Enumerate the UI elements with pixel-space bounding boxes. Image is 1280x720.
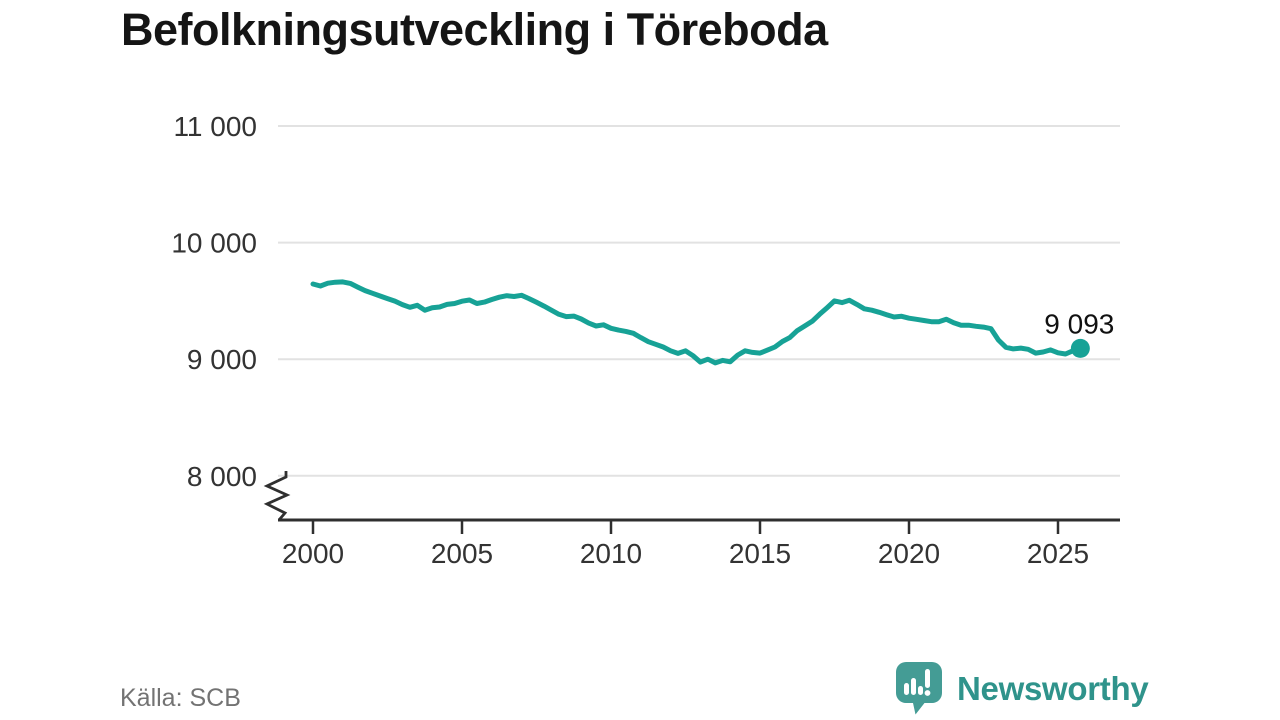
x-tick-label: 2000 — [282, 538, 344, 569]
source-note: Källa: SCB — [120, 684, 241, 712]
axis-break-zigzag — [263, 471, 291, 521]
end-value-label: 9 093 — [1044, 308, 1114, 339]
x-tick-label: 2025 — [1027, 538, 1089, 569]
chart-title: Befolkningsutveckling i Töreboda — [121, 4, 828, 55]
end-point-dot — [1070, 338, 1090, 358]
y-tick-label: 9 000 — [187, 344, 257, 375]
y-tick-label: 8 000 — [187, 461, 257, 492]
y-tick-label: 11 000 — [173, 111, 257, 142]
newsworthy-wordmark: Newsworthy — [957, 669, 1149, 707]
bar-chart-glyph — [904, 669, 931, 696]
newsworthy-branding: Newsworthy — [895, 662, 1149, 715]
x-tick-label: 2015 — [729, 538, 791, 569]
x-tick-label: 2005 — [431, 538, 493, 569]
x-tick-label: 2020 — [878, 538, 940, 569]
newsworthy-logo-icon — [896, 662, 942, 715]
population-line — [310, 279, 1083, 366]
population-line-chart: 11 000 10 000 9 000 8 000 2000 2005 2010 2015 20… — [171, 111, 1120, 569]
y-tick-label: 10 000 — [171, 228, 257, 259]
x-tick-label: 2010 — [580, 538, 642, 569]
